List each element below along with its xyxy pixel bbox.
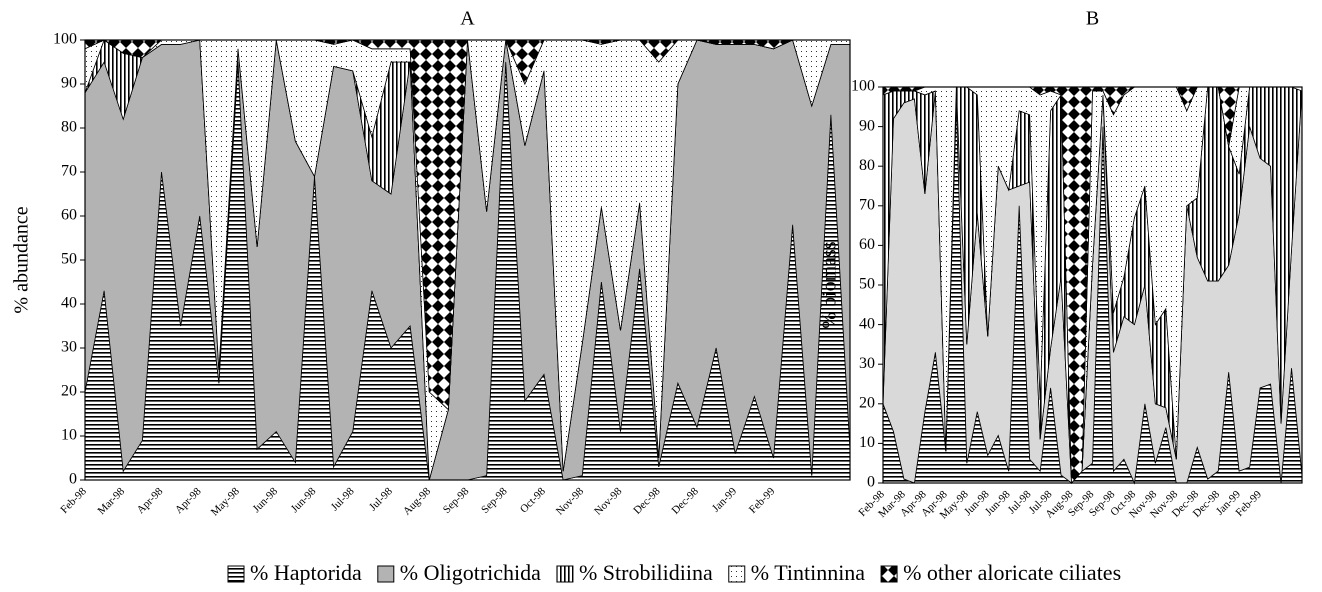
x-tick-label: Mar-98: [95, 485, 127, 517]
x-tick-label: Jul-98: [329, 485, 357, 513]
legend-swatch: [728, 565, 746, 583]
y-tick-label: 90: [61, 75, 77, 92]
y-tick-label: 0: [867, 474, 875, 491]
y-tick-label: 60: [61, 207, 77, 224]
legend-label: % Oligotrichida: [400, 560, 541, 585]
x-tick-label: Feb-98: [58, 485, 89, 516]
x-tick-label: Jul-98: [367, 485, 395, 513]
y-tick-label: 80: [61, 119, 77, 136]
legend-label: % Haptorida: [250, 560, 362, 585]
chart-title: B: [1086, 8, 1099, 30]
y-tick-label: 100: [53, 31, 77, 48]
y-tick-label: 50: [61, 251, 77, 268]
y-tick-label: 40: [859, 315, 875, 332]
x-tick-label: Oct-98: [518, 485, 548, 515]
y-axis-label: % abundance: [11, 206, 33, 313]
x-tick-label: Jun-98: [289, 485, 319, 515]
x-tick-label: Sep-98: [441, 485, 472, 516]
y-tick-label: 100: [851, 78, 875, 95]
y-tick-label: 30: [859, 355, 875, 372]
legend-swatch: [556, 565, 574, 583]
x-tick-label: Dec-98: [631, 485, 663, 517]
x-tick-label: May-98: [209, 485, 242, 518]
x-tick-label: Jun-98: [983, 488, 1013, 518]
y-tick-label: 90: [859, 117, 875, 134]
x-tick-label: Jan-99: [710, 485, 740, 515]
y-tick-label: 50: [859, 276, 875, 293]
legend-label: % Tintinnina: [751, 560, 866, 585]
y-tick-label: 70: [61, 163, 77, 180]
y-tick-label: 20: [61, 383, 77, 400]
x-tick-label: Aug-98: [401, 485, 434, 518]
x-tick-label: Jun-98: [250, 485, 280, 515]
x-tick-label: Dec-98: [670, 485, 702, 517]
x-tick-label: Sep-98: [479, 485, 510, 516]
y-tick-label: 60: [859, 236, 875, 253]
legend-swatch: [880, 565, 898, 583]
y-tick-label: 70: [859, 196, 875, 213]
legend-swatch: [227, 565, 245, 583]
x-tick-label: Apr-98: [173, 485, 204, 516]
x-tick-label: Apr-98: [135, 485, 166, 516]
legend-label: % Strobilidiina: [579, 560, 713, 585]
chart-title: A: [460, 8, 475, 30]
y-axis-label: % biomass: [819, 241, 841, 328]
y-tick-label: 40: [61, 295, 77, 312]
y-tick-label: 10: [859, 434, 875, 451]
y-tick-label: 80: [859, 157, 875, 174]
y-tick-label: 0: [69, 471, 77, 488]
x-tick-label: Feb-99: [747, 485, 778, 516]
y-tick-label: 20: [859, 394, 875, 411]
legend-swatch: [377, 565, 395, 583]
legend-label: % other aloricate ciliates: [903, 560, 1121, 585]
y-tick-label: 10: [61, 427, 77, 444]
x-tick-label: Nov-98: [592, 485, 625, 518]
x-tick-label: Nov-98: [554, 485, 587, 518]
y-tick-label: 30: [61, 339, 77, 356]
